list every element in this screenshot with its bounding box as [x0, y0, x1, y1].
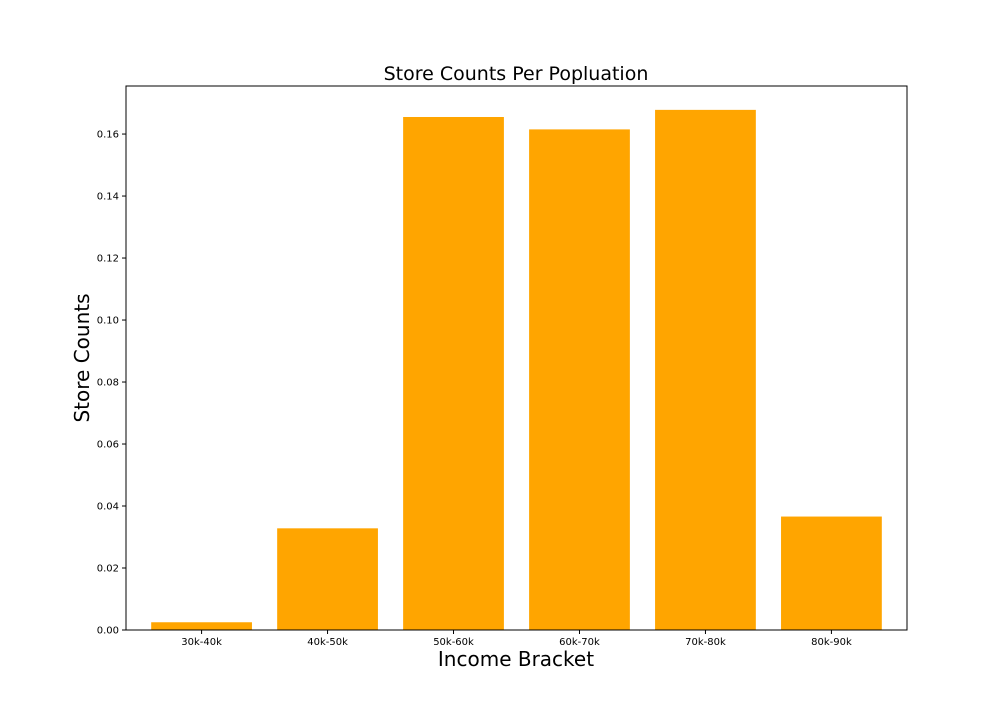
x-tick-label: 30k-40k — [181, 637, 222, 648]
bar-30k-40k — [151, 622, 252, 630]
y-axis: 0.00 0.02 0.04 0.06 0.08 0.10 0.12 0.14 0.16 — [97, 130, 126, 637]
y-tick-label: 0.02 — [97, 564, 119, 575]
y-tick-label: 0.04 — [97, 502, 119, 513]
y-tick-label: 0.06 — [97, 440, 119, 451]
x-axis: 30k-40k 40k-50k 50k-60k 60k-70k 70k-80k 80k-9… — [181, 630, 852, 648]
x-tick-label: 70k-80k — [685, 637, 726, 648]
x-tick-label: 80k-90k — [811, 637, 852, 648]
bar-60k-70k — [529, 129, 630, 631]
y-tick-label: 0.10 — [97, 316, 119, 327]
y-tick-label: 0.12 — [97, 254, 119, 265]
bars-group — [151, 109, 882, 631]
chart-title: Store Counts Per Popluation — [384, 63, 649, 85]
bar-70k-80k — [655, 109, 756, 631]
y-tick-label: 0.00 — [97, 626, 119, 637]
x-tick-label: 50k-60k — [433, 637, 474, 648]
x-tick-label: 40k-50k — [307, 637, 348, 648]
bar-40k-50k — [277, 528, 378, 630]
bar-80k-90k — [781, 516, 882, 630]
y-tick-label: 0.14 — [97, 192, 119, 203]
x-axis-title: Income Bracket — [438, 647, 594, 671]
y-tick-label: 0.16 — [97, 130, 119, 141]
bar-50k-60k — [403, 116, 504, 631]
x-tick-label: 60k-70k — [559, 637, 600, 648]
y-tick-label: 0.08 — [97, 378, 119, 389]
y-axis-title: Store Counts — [70, 293, 94, 422]
plot-frame — [125, 85, 908, 631]
